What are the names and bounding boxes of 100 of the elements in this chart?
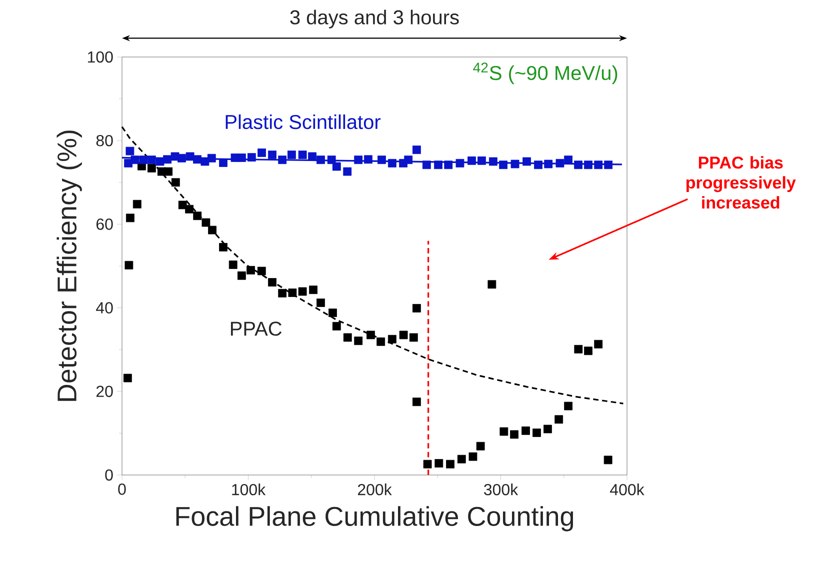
point: [237, 154, 246, 162]
point: [446, 460, 454, 468]
point: [388, 334, 396, 344]
point: [378, 156, 386, 164]
point: [457, 454, 466, 464]
point: [412, 146, 421, 154]
point: [476, 442, 485, 450]
point: [343, 167, 352, 176]
point: [268, 150, 276, 160]
point: [574, 160, 582, 170]
point: [163, 155, 172, 164]
point: [178, 154, 186, 162]
x-tick-label: 400k: [610, 484, 644, 496]
point: [126, 214, 134, 222]
point: [219, 158, 228, 167]
y-tick-label: 100: [88, 51, 113, 63]
point: [594, 160, 603, 170]
point: [354, 156, 363, 164]
point: [268, 278, 276, 286]
point: [288, 288, 297, 297]
point: [258, 148, 266, 157]
point: [247, 153, 256, 162]
point: [604, 160, 613, 170]
point: [544, 160, 553, 168]
point: [316, 298, 325, 307]
point: [343, 333, 352, 342]
point: [423, 460, 432, 468]
point: [178, 200, 187, 210]
point: [604, 456, 612, 464]
text: PPAC bias progressively increased: [686, 156, 796, 209]
point: [404, 156, 413, 164]
point: [510, 430, 518, 439]
point: [477, 156, 486, 165]
y-tick-label: 60: [96, 218, 113, 230]
point: [488, 157, 498, 166]
x-tick-label: 300k: [484, 484, 518, 496]
point: [278, 288, 287, 298]
x-tick-label: 100k: [232, 484, 266, 496]
point: [186, 152, 194, 161]
point: [202, 218, 210, 227]
point: [412, 304, 421, 312]
point: [409, 333, 418, 342]
series-label: PPAC: [230, 322, 282, 336]
y-tick-label: 20: [96, 386, 113, 398]
point: [207, 154, 216, 162]
point: [123, 374, 132, 382]
annotation: $^{42}$S (~90 MeV/u): [473, 62, 618, 84]
series-label: Plastic Scintillator: [226, 114, 381, 130]
point: [376, 337, 386, 346]
point: [332, 162, 341, 171]
point: [434, 160, 442, 170]
point: [388, 158, 396, 168]
y-tick-label: 80: [96, 134, 113, 146]
point: [298, 150, 307, 160]
point: [468, 156, 476, 165]
point: [412, 398, 421, 406]
point: [147, 156, 156, 164]
point: [399, 330, 408, 340]
point: [564, 402, 572, 410]
point: [132, 200, 142, 208]
text: 3 days and 3 hours: [290, 10, 459, 28]
point: [488, 280, 496, 289]
point: [500, 427, 508, 436]
point: [456, 158, 464, 168]
point: [327, 156, 336, 164]
point: [574, 344, 583, 354]
point: [468, 452, 478, 461]
point: [328, 308, 337, 318]
point: [164, 167, 173, 176]
point: [332, 322, 341, 330]
point: [139, 156, 148, 164]
point: [556, 158, 564, 168]
point: [193, 212, 202, 220]
point: [354, 336, 363, 346]
point: [219, 242, 228, 252]
point: [499, 160, 508, 170]
point: [532, 428, 541, 437]
point: [246, 266, 255, 274]
point: [156, 157, 164, 166]
point: [126, 146, 134, 156]
point: [257, 266, 266, 276]
point: [147, 164, 156, 172]
point: [309, 286, 318, 294]
y-tick-label: 40: [96, 302, 113, 314]
point: [584, 160, 592, 170]
point: [366, 330, 375, 340]
point: [554, 415, 564, 424]
point: [510, 160, 520, 168]
point: [193, 155, 202, 164]
point: [237, 271, 246, 280]
point: [364, 155, 372, 164]
point: [185, 204, 194, 214]
point: [316, 156, 325, 164]
point: [278, 156, 287, 164]
y-tick-label: 0: [105, 469, 113, 481]
x-tick-label: 0: [118, 484, 126, 495]
point: [208, 226, 216, 234]
point: [287, 150, 296, 160]
point: [171, 178, 180, 187]
point: [444, 160, 453, 170]
